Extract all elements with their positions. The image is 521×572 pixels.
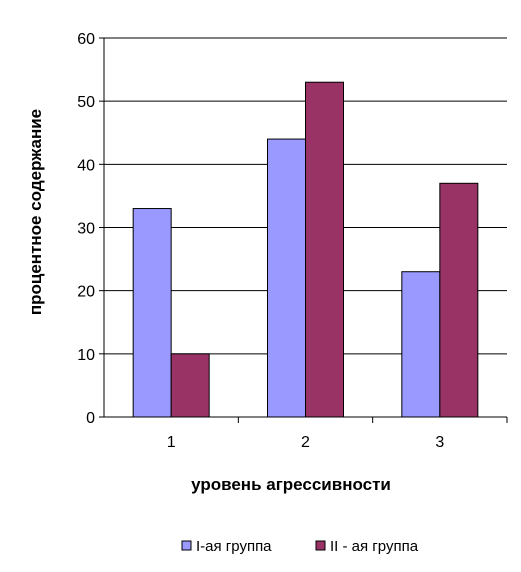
- legend-swatch-series-1: [181, 540, 192, 551]
- legend-swatch-series-2: [315, 540, 326, 551]
- y-tick-label-30: 30: [77, 221, 95, 238]
- axes: [99, 37, 508, 423]
- x-axis-title: уровень агрессивности: [191, 475, 391, 494]
- legend-label-series-2: II - ая группа: [330, 538, 419, 555]
- y-tick-label-60: 60: [77, 31, 95, 48]
- bar-series-2-cat-1: [170, 353, 210, 418]
- x-tick-label-1: 1: [167, 434, 176, 451]
- x-tick-label-3: 3: [435, 434, 444, 451]
- y-tick-labels: 0 10 20 30 40 50 60: [77, 31, 95, 427]
- bar-series-1-cat-3: [401, 271, 441, 418]
- y-tick-label-40: 40: [77, 157, 95, 174]
- y-tick-label-20: 20: [77, 284, 95, 301]
- x-tick-labels: 1 2 3: [167, 434, 445, 451]
- x-tick-label-2: 2: [301, 434, 310, 451]
- legend-label-series-1: I-ая группа: [196, 538, 272, 555]
- y-tick-label-0: 0: [86, 410, 95, 427]
- y-tick-label-10: 10: [77, 347, 95, 364]
- bar-series-1-cat-1: [132, 208, 172, 418]
- legend: I-ая группа II - ая группа: [181, 538, 419, 555]
- bar-series-2-cat-3: [439, 182, 479, 418]
- bars: [132, 81, 479, 418]
- bar-series-2-cat-2: [305, 81, 344, 418]
- y-axis-title: процентное содержание: [26, 109, 45, 315]
- y-tick-label-50: 50: [77, 94, 95, 111]
- bar-series-1-cat-2: [267, 138, 306, 418]
